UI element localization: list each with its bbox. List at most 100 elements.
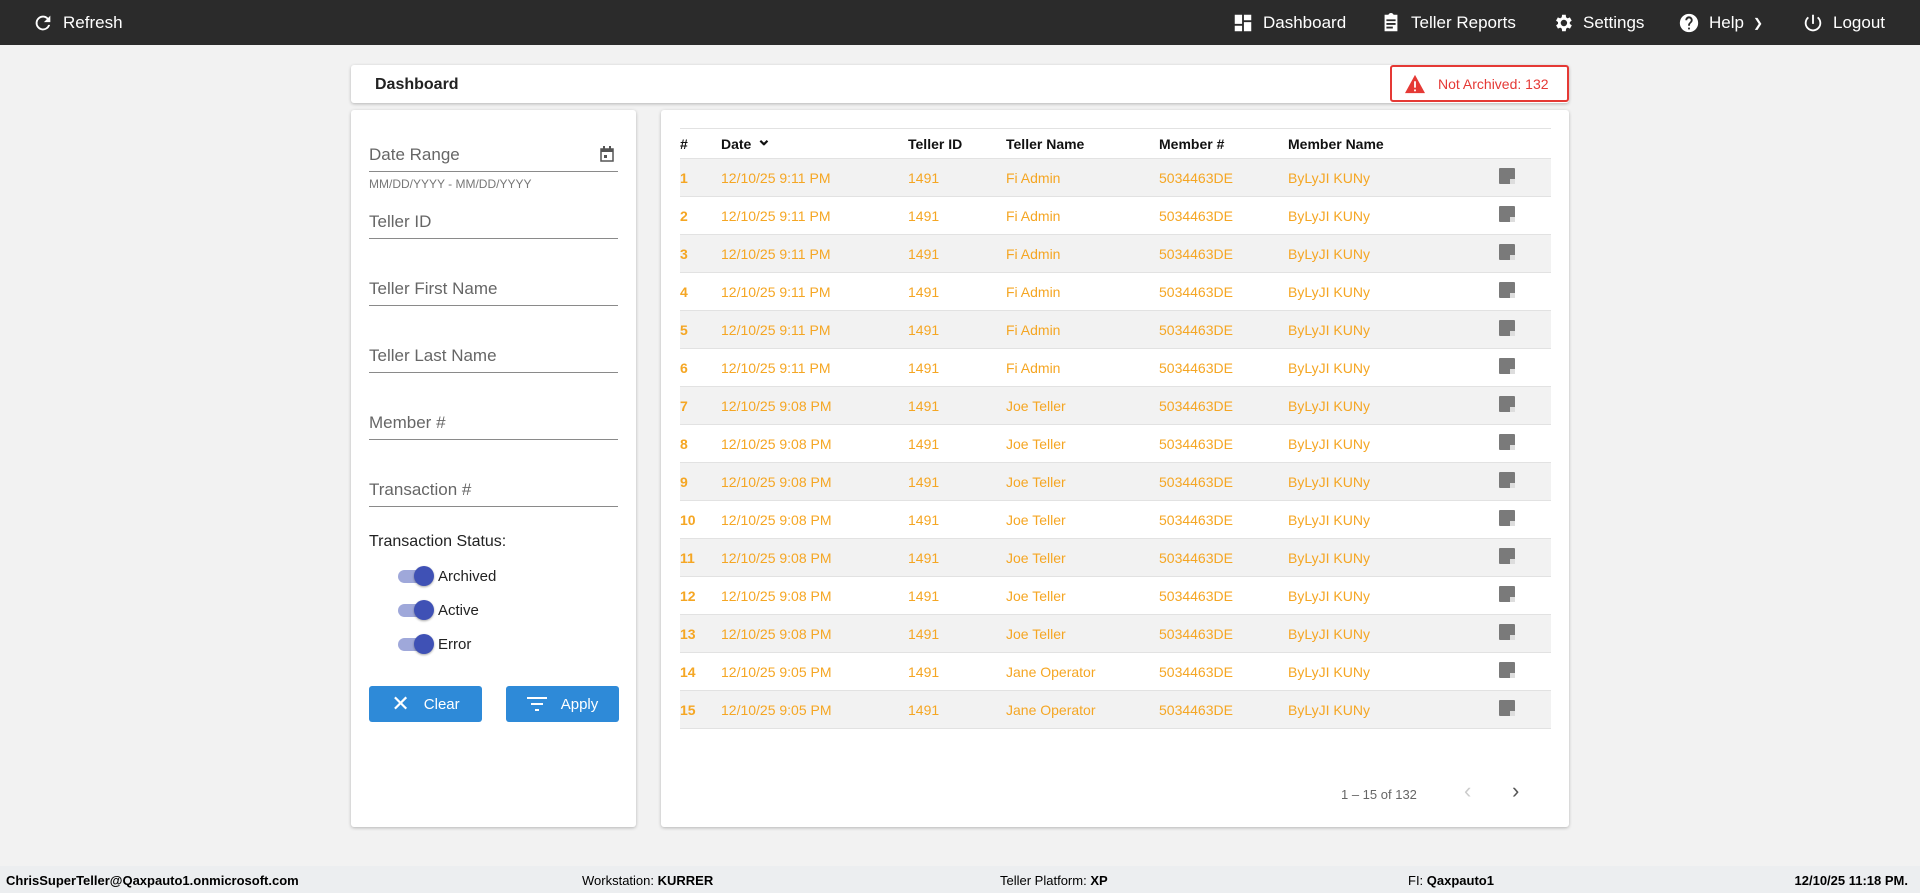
note-icon[interactable]	[1499, 282, 1515, 298]
nav-help-label: Help	[1709, 12, 1744, 32]
table-cell: Fi Admin	[1006, 196, 1159, 235]
teller-id-input[interactable]: Teller ID	[369, 211, 618, 239]
note-icon[interactable]	[1499, 358, 1515, 374]
table-row[interactable]: 9 12/10/25 9:08 PM 1491 Joe Teller 5034463DE…	[680, 462, 1551, 501]
teller-last-name-input[interactable]: Teller Last Name	[369, 345, 618, 373]
table-cell: 5034463DE	[1159, 386, 1288, 425]
table-row[interactable]: 2 12/10/25 9:11 PM 1491 Fi Admin 5034463DE By…	[680, 196, 1551, 235]
table-cell: ByLyJI KUNy	[1288, 196, 1488, 235]
teller-id-label: Teller ID	[369, 212, 432, 231]
transactions-panel: # Date ⌄ Teller ID Teller Name Member # Membe…	[661, 110, 1569, 827]
note-icon[interactable]	[1499, 624, 1515, 640]
table-cell: 5034463DE	[1159, 348, 1288, 387]
transaction-number-input[interactable]: Transaction #	[369, 479, 618, 507]
table-cell: 12/10/25 9:08 PM	[721, 538, 908, 577]
table-row[interactable]: 4 12/10/25 9:11 PM 1491 Fi Admin 5034463DE By…	[680, 272, 1551, 311]
toggle-switch[interactable]	[398, 599, 434, 621]
toggle-error[interactable]: Error	[398, 633, 471, 655]
table-cell: Fi Admin	[1006, 234, 1159, 273]
member-number-input[interactable]: Member #	[369, 412, 618, 440]
calendar-icon[interactable]	[600, 146, 614, 162]
toggle-switch[interactable]	[398, 633, 434, 655]
next-page-button[interactable]: ›	[1512, 778, 1520, 803]
table-cell: ByLyJI KUNy	[1288, 234, 1488, 273]
note-icon[interactable]	[1499, 168, 1515, 184]
table-row[interactable]: 5 12/10/25 9:11 PM 1491 Fi Admin 5034463DE By…	[680, 310, 1551, 349]
date-range-input[interactable]: Date Range	[369, 144, 618, 172]
note-icon[interactable]	[1499, 700, 1515, 716]
column-header[interactable]: Date ⌄	[721, 128, 908, 159]
table-cell: Jane Operator	[1006, 690, 1159, 729]
table-cell: 5034463DE	[1159, 272, 1288, 311]
toggle-label: Active	[438, 601, 479, 619]
refresh-label: Refresh	[63, 12, 123, 32]
note-icon[interactable]	[1499, 434, 1515, 450]
toggle-archived[interactable]: Archived	[398, 565, 496, 587]
prev-page-button[interactable]: ‹	[1464, 778, 1472, 803]
table-cell-actions	[1488, 310, 1551, 349]
footer-user: ChrisSuperTeller@Qaxpauto1.onmicrosoft.c…	[6, 873, 299, 888]
table-cell: 5034463DE	[1159, 614, 1288, 653]
nav-dashboard[interactable]: Dashboard	[1232, 0, 1346, 45]
table-cell: ByLyJI KUNy	[1288, 690, 1488, 729]
note-icon[interactable]	[1499, 472, 1515, 488]
table-row[interactable]: 1 12/10/25 9:11 PM 1491 Fi Admin 5034463DE By…	[680, 158, 1551, 197]
table-row[interactable]: 14 12/10/25 9:05 PM 1491 Jane Operator 50344…	[680, 652, 1551, 691]
table-cell: 5034463DE	[1159, 576, 1288, 615]
table-cell: ByLyJI KUNy	[1288, 614, 1488, 653]
table-cell: Joe Teller	[1006, 424, 1159, 463]
table-cell: 13	[680, 614, 721, 653]
table-cell-actions	[1488, 576, 1551, 615]
nav-teller-reports-label: Teller Reports	[1411, 12, 1516, 32]
clear-label: Clear	[423, 695, 460, 713]
nav-help[interactable]: Help ❯	[1678, 0, 1763, 45]
table-cell: 5034463DE	[1159, 424, 1288, 463]
nav-settings[interactable]: Settings	[1552, 0, 1644, 45]
warning-icon	[1405, 74, 1425, 93]
table-cell: ByLyJI KUNy	[1288, 158, 1488, 197]
note-icon[interactable]	[1499, 206, 1515, 222]
note-icon[interactable]	[1499, 320, 1515, 336]
table-cell: 5034463DE	[1159, 690, 1288, 729]
not-archived-label: Not Archived: 132	[1438, 75, 1549, 92]
clipboard-icon	[1384, 12, 1398, 31]
table-cell: ByLyJI KUNy	[1288, 348, 1488, 387]
dashboard-icon	[1234, 14, 1252, 31]
table-cell: 1	[680, 158, 721, 197]
table-row[interactable]: 13 12/10/25 9:08 PM 1491 Joe Teller 5034463D…	[680, 614, 1551, 653]
table-row[interactable]: 7 12/10/25 9:08 PM 1491 Joe Teller 5034463DE…	[680, 386, 1551, 425]
sort-chevron-down-icon[interactable]: ⌄	[751, 129, 772, 149]
table-cell: 7	[680, 386, 721, 425]
clear-button[interactable]: ✕ Clear	[369, 686, 482, 722]
teller-first-name-input[interactable]: Teller First Name	[369, 278, 618, 306]
table-row[interactable]: 15 12/10/25 9:05 PM 1491 Jane Operator 50344…	[680, 690, 1551, 729]
note-icon[interactable]	[1499, 548, 1515, 564]
table-cell: 1491	[908, 652, 1006, 691]
table-cell: 10	[680, 500, 721, 539]
table-cell: ByLyJI KUNy	[1288, 462, 1488, 501]
table-row[interactable]: 10 12/10/25 9:08 PM 1491 Joe Teller 5034463D…	[680, 500, 1551, 539]
not-archived-badge[interactable]: Not Archived: 132	[1390, 65, 1569, 102]
table-row[interactable]: 12 12/10/25 9:08 PM 1491 Joe Teller 5034463D…	[680, 576, 1551, 615]
note-icon[interactable]	[1499, 244, 1515, 260]
nav-teller-reports[interactable]: Teller Reports	[1380, 0, 1516, 45]
note-icon[interactable]	[1499, 662, 1515, 678]
table-row[interactable]: 11 12/10/25 9:08 PM 1491 Joe Teller 5034463D…	[680, 538, 1551, 577]
nav-logout[interactable]: Logout	[1802, 0, 1885, 45]
note-icon[interactable]	[1499, 510, 1515, 526]
table-row[interactable]: 8 12/10/25 9:08 PM 1491 Joe Teller 5034463DE…	[680, 424, 1551, 463]
table-row[interactable]: 6 12/10/25 9:11 PM 1491 Fi Admin 5034463DE By…	[680, 348, 1551, 387]
toggle-switch[interactable]	[398, 565, 434, 587]
chevron-down-icon: ❯	[1752, 15, 1764, 30]
table-cell-actions	[1488, 386, 1551, 425]
table-cell: ByLyJI KUNy	[1288, 424, 1488, 463]
note-icon[interactable]	[1499, 586, 1515, 602]
note-icon[interactable]	[1499, 396, 1515, 412]
column-header: Teller Name	[1006, 128, 1159, 159]
table-row[interactable]: 3 12/10/25 9:11 PM 1491 Fi Admin 5034463DE By…	[680, 234, 1551, 273]
toggle-active[interactable]: Active	[398, 599, 479, 621]
apply-button[interactable]: Apply	[506, 686, 619, 722]
table-cell-actions	[1488, 500, 1551, 539]
refresh-button[interactable]: Refresh	[32, 0, 123, 45]
nav-dashboard-label: Dashboard	[1263, 12, 1347, 32]
